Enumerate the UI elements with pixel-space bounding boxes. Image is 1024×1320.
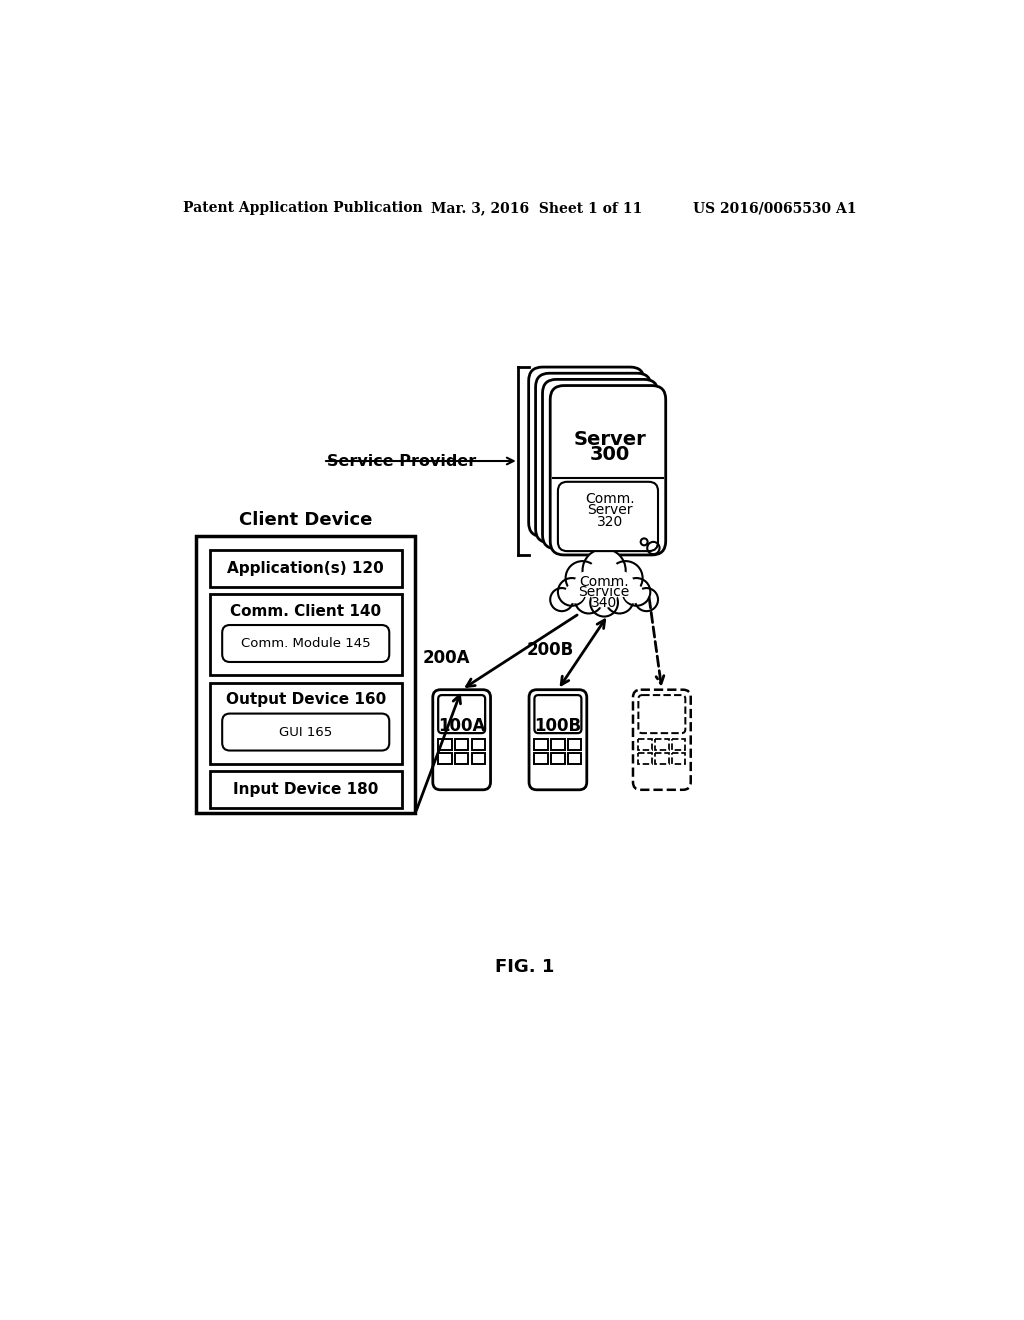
Text: 340: 340 (591, 595, 617, 610)
FancyBboxPatch shape (558, 482, 658, 552)
Bar (638, 754, 652, 764)
Bar (471, 739, 485, 750)
Text: 200B: 200B (526, 642, 573, 659)
FancyBboxPatch shape (543, 379, 658, 549)
Circle shape (592, 582, 616, 607)
Bar (655, 754, 669, 764)
Bar (567, 739, 582, 750)
Circle shape (625, 585, 643, 603)
Bar (438, 754, 452, 764)
FancyBboxPatch shape (550, 385, 666, 554)
Text: Output Device 160: Output Device 160 (225, 692, 386, 708)
Bar (567, 754, 582, 764)
Text: Client Device: Client Device (239, 511, 373, 529)
Circle shape (605, 586, 634, 614)
Text: Input Device 180: Input Device 180 (233, 783, 379, 797)
Text: FIG. 1: FIG. 1 (496, 958, 554, 975)
Bar (455, 739, 468, 750)
Text: Comm.: Comm. (580, 576, 629, 589)
Circle shape (558, 578, 586, 606)
FancyBboxPatch shape (433, 689, 490, 789)
Bar (638, 739, 652, 750)
Text: 100B: 100B (535, 717, 582, 735)
Circle shape (565, 585, 584, 603)
Circle shape (623, 578, 650, 606)
Bar (210, 682, 401, 763)
Text: 320: 320 (597, 515, 624, 529)
FancyBboxPatch shape (528, 367, 644, 536)
Bar (438, 739, 452, 750)
FancyBboxPatch shape (529, 689, 587, 789)
FancyBboxPatch shape (638, 696, 685, 733)
Text: Service: Service (579, 585, 630, 599)
Text: GUI 165: GUI 165 (280, 726, 333, 739)
FancyBboxPatch shape (535, 696, 582, 733)
Text: Service Provider: Service Provider (327, 454, 476, 469)
Circle shape (574, 572, 599, 597)
Bar (535, 754, 548, 764)
Circle shape (565, 561, 599, 595)
Text: US 2016/0065530 A1: US 2016/0065530 A1 (692, 202, 856, 215)
Text: Comm.: Comm. (586, 492, 635, 506)
Circle shape (589, 558, 620, 590)
Bar (655, 739, 669, 750)
FancyBboxPatch shape (438, 696, 485, 733)
Bar (535, 739, 548, 750)
Text: Mar. 3, 2016  Sheet 1 of 11: Mar. 3, 2016 Sheet 1 of 11 (431, 202, 642, 215)
Bar (551, 739, 564, 750)
Bar (672, 739, 685, 750)
Bar (210, 549, 401, 586)
Bar (471, 754, 485, 764)
Text: Patent Application Publication: Patent Application Publication (183, 202, 423, 215)
Text: Comm. Client 140: Comm. Client 140 (230, 603, 381, 619)
Circle shape (608, 561, 643, 595)
Bar (210, 594, 401, 675)
Bar (672, 754, 685, 764)
Circle shape (574, 586, 602, 614)
Text: 100A: 100A (438, 717, 485, 735)
FancyBboxPatch shape (222, 714, 389, 751)
Bar (196, 536, 416, 813)
Circle shape (583, 549, 626, 591)
Text: Server: Server (573, 430, 646, 449)
FancyBboxPatch shape (633, 689, 691, 789)
Circle shape (635, 589, 658, 611)
Circle shape (608, 572, 634, 597)
Text: Application(s) 120: Application(s) 120 (227, 561, 384, 576)
Bar (455, 754, 468, 764)
FancyBboxPatch shape (536, 374, 651, 543)
Circle shape (550, 589, 573, 611)
Circle shape (590, 589, 617, 616)
Text: 200A: 200A (423, 648, 470, 667)
Text: Server: Server (588, 503, 633, 517)
Text: 300: 300 (590, 445, 631, 465)
Bar (210, 771, 401, 808)
FancyBboxPatch shape (222, 626, 389, 663)
Bar (551, 754, 564, 764)
Text: Comm. Module 145: Comm. Module 145 (241, 638, 371, 649)
